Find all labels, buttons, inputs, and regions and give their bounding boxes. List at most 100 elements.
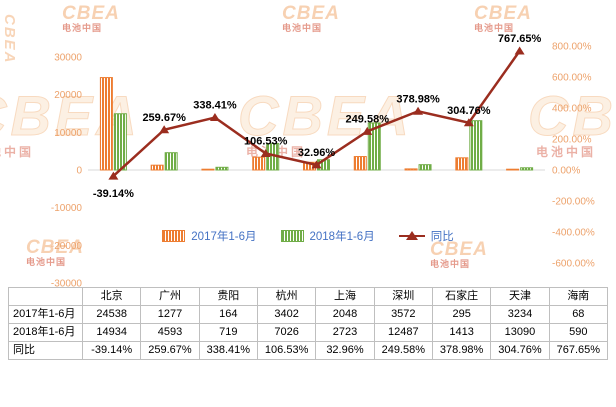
right-axis-tick: -600.00% (552, 259, 595, 270)
left-axis-tick: -30000 (51, 279, 83, 290)
table-city-header: 上海 (315, 287, 375, 306)
yoy-data-label-杭州: 106.53% (244, 135, 288, 147)
left-axis-tick: 30000 (54, 53, 82, 64)
bar-2018-贵阳 (215, 166, 229, 171)
legend-label-2017: 2017年1-6月 (191, 231, 257, 243)
yoy-data-label-海南: 767.65% (498, 33, 542, 45)
bar-2017-天津 (455, 157, 469, 171)
table-row-label: 同比 (8, 341, 83, 360)
right-axis-tick: 0.00% (552, 166, 580, 177)
table-corner-cell (8, 287, 83, 306)
table-cell: 12487 (373, 323, 433, 342)
left-axis-tick: 0 (76, 166, 82, 177)
table-city-header: 天津 (490, 287, 550, 306)
left-axis-tick: -20000 (51, 241, 83, 252)
table-city-header: 海南 (548, 287, 609, 306)
legend-label-yoy: 同比 (430, 231, 454, 243)
table-cell: 590 (548, 323, 609, 342)
bar-2017-深圳 (353, 156, 367, 171)
bar-2017-杭州 (252, 156, 266, 171)
table-cell: 767.65% (548, 341, 609, 360)
table-city-header: 贵阳 (198, 287, 258, 306)
table-cell: 32.96% (315, 341, 375, 360)
right-axis-tick: -200.00% (552, 197, 595, 208)
table-cell: 13090 (490, 323, 550, 342)
bar-2017-海南 (506, 168, 520, 171)
yoy-marker-杭州 (260, 148, 271, 157)
right-axis-tick: -400.00% (552, 228, 595, 239)
right-axis-tick: 400.00% (552, 104, 592, 115)
table-cell: 68 (548, 305, 609, 324)
yoy-line-marker-icon (398, 231, 425, 241)
right-axis-tick: 800.00% (552, 42, 592, 53)
table-cell: 378.98% (431, 341, 492, 360)
table-cell: 1277 (140, 305, 200, 324)
legend-item-2017: 2017年1-6月 (162, 228, 257, 244)
bar-2018-石家庄 (418, 164, 432, 171)
bar-2018-海南 (520, 167, 534, 171)
table-cell: 164 (198, 305, 258, 324)
table-cell: 3572 (373, 305, 433, 324)
table-row: 2017年1-6月 24538 1277 164 3402 2048 3572 295 3234… (8, 305, 609, 324)
yoy-marker-上海 (311, 160, 322, 169)
yoy-marker-北京 (108, 171, 119, 180)
left-axis-tick: 10000 (54, 128, 82, 139)
table-city-header: 杭州 (256, 287, 317, 306)
legend-swatch-2018 (280, 230, 304, 242)
bar-2017-广州 (150, 164, 164, 171)
table-row-label: 2018年1-6月 (8, 323, 83, 342)
table-row: 同比 -39.14% 259.67% 338.41% 106.53% 32.96% 249.… (8, 341, 609, 360)
left-axis-tick: -10000 (51, 203, 83, 214)
table-cell: 7026 (256, 323, 317, 342)
table-cell: 106.53% (256, 341, 317, 360)
yoy-marker-贵阳 (209, 113, 220, 122)
table-row: 2018年1-6月 14934 4593 719 7026 2723 12487 1413 13… (8, 323, 609, 342)
table-cell: 2723 (315, 323, 375, 342)
yoy-data-label-北京: -39.14% (93, 188, 134, 200)
table-cell: 14934 (81, 323, 142, 342)
data-table: 北京 广州 贵阳 杭州 上海 深圳 石家庄 天津 海南 2017年1-6月 24538 1277 16… (8, 287, 609, 360)
legend-label-2018: 2018年1-6月 (309, 231, 375, 243)
yoy-data-label-天津: 304.76% (447, 105, 491, 117)
table-cell: 304.76% (490, 341, 550, 360)
right-axis-tick: 200.00% (552, 135, 592, 146)
bar-2018-天津 (469, 120, 483, 171)
yoy-data-label-广州: 259.67% (142, 112, 186, 124)
bar-2017-北京 (99, 77, 113, 171)
table-cell: 719 (198, 323, 258, 342)
yoy-data-label-石家庄: 378.98% (396, 93, 440, 105)
table-city-header: 深圳 (373, 287, 433, 306)
yoy-marker-深圳 (362, 126, 373, 135)
right-axis-tick: 600.00% (552, 73, 592, 84)
left-axis-tick: 20000 (54, 90, 82, 101)
table-row-label: 2017年1-6月 (8, 305, 83, 324)
table-cell: 249.58% (373, 341, 433, 360)
table-cell: 295 (431, 305, 492, 324)
table-cell: -39.14% (81, 341, 142, 360)
yoy-data-label-深圳: 249.58% (346, 113, 390, 125)
table-cell: 1413 (431, 323, 492, 342)
yoy-marker-广州 (159, 125, 170, 134)
table-city-header: 石家庄 (431, 287, 492, 306)
yoy-marker-天津 (463, 118, 474, 127)
combo-chart-canvas: 30000 20000 10000 0 -10000 -20000 -30000 800.00… (51, 33, 595, 290)
table-cell: 3234 (490, 305, 550, 324)
legend: 2017年1-6月 2018年1-6月 同比 (0, 228, 616, 244)
table-cell: 3402 (256, 305, 317, 324)
table-cell: 24538 (81, 305, 142, 324)
table-cell: 4593 (140, 323, 200, 342)
table-city-header: 广州 (140, 287, 200, 306)
yoy-data-label-上海: 32.96% (298, 147, 336, 159)
legend-item-2018: 2018年1-6月 (280, 228, 375, 244)
table-header-row: 北京 广州 贵阳 杭州 上海 深圳 石家庄 天津 海南 (8, 287, 609, 306)
yoy-marker-石家庄 (413, 106, 424, 115)
yoy-marker-海南 (514, 46, 525, 55)
table-cell: 259.67% (140, 341, 200, 360)
bar-2018-北京 (113, 113, 127, 171)
table-cell: 2048 (315, 305, 375, 324)
bar-2017-石家庄 (404, 168, 418, 171)
bar-2018-广州 (164, 152, 178, 171)
bar-2017-贵阳 (201, 168, 215, 171)
legend-swatch-2017 (162, 230, 186, 242)
